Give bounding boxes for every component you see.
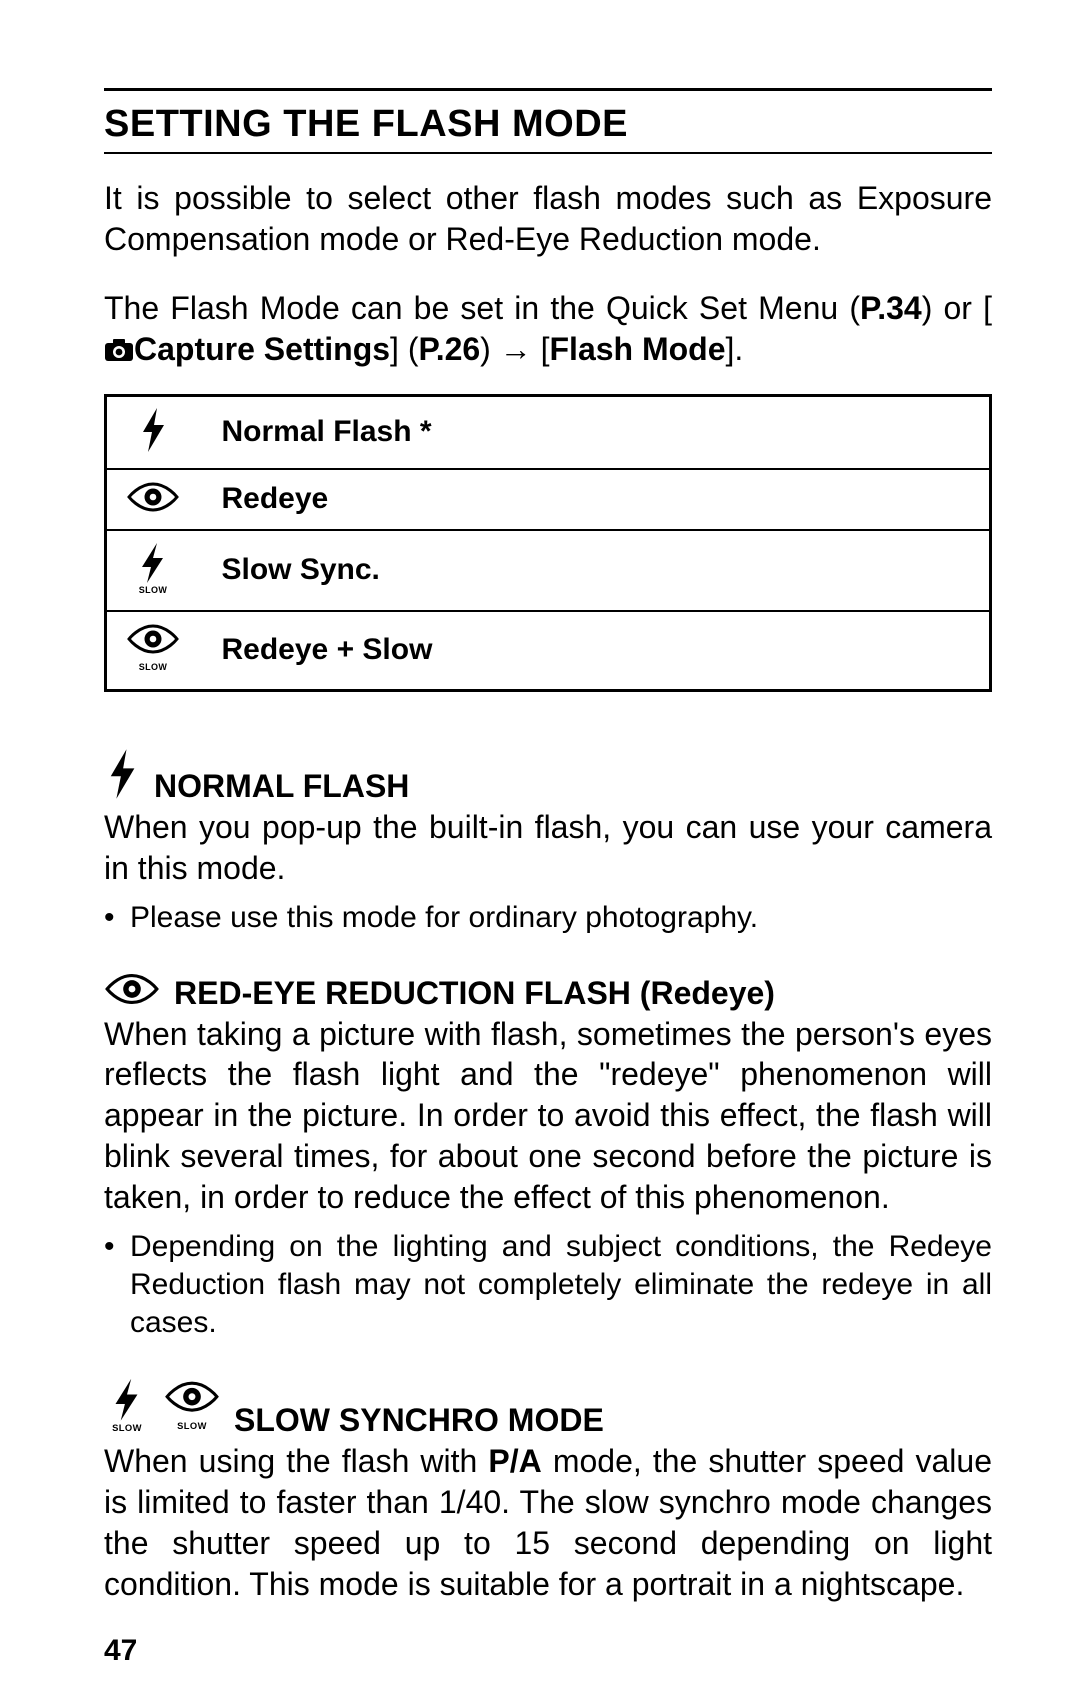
bullet-list: •Depending on the lighting and subject c…: [104, 1228, 992, 1341]
section-body: When using the flash with P/A mode, the …: [104, 1441, 992, 1605]
menu-sentence: The Flash Mode can be set in the Quick S…: [104, 288, 992, 372]
rule-top: [104, 88, 992, 91]
text: ].: [726, 331, 744, 367]
ref-p34: P.34: [860, 290, 922, 326]
section-title: NORMAL FLASH: [154, 768, 409, 805]
section-header-redeye: RED-EYE REDUCTION FLASH (Redeye): [104, 971, 992, 1012]
slow-sync-icon: SLOW: [104, 1376, 150, 1439]
redeye-icon: [106, 469, 216, 530]
redeye-slow-icon: SLOW: [106, 611, 216, 691]
flash-mode-table: Normal Flash * Redeye SLOW Slow Sync. SL…: [104, 394, 992, 692]
ref-p26: P.26: [418, 331, 480, 367]
text: ) or [: [922, 290, 992, 326]
flash-mode-label: Flash Mode: [550, 331, 726, 367]
intro-paragraph: It is possible to select other flash mod…: [104, 178, 992, 260]
table-row: Redeye: [106, 469, 991, 530]
slow-label: SLOW: [139, 585, 168, 595]
section-header-normal: NORMAL FLASH: [104, 748, 992, 805]
flash-icon: [104, 748, 140, 805]
text: The Flash Mode can be set in the Quick S…: [104, 290, 860, 326]
bullet-dot: •: [104, 1228, 130, 1341]
mode-label: Slow Sync.: [216, 530, 991, 611]
bullet-dot: •: [104, 899, 130, 937]
slow-label: SLOW: [112, 1422, 142, 1433]
camera-icon: [104, 331, 134, 372]
slow-label: SLOW: [177, 1420, 207, 1430]
redeye-icon: [104, 971, 160, 1012]
text: When using the flash with: [104, 1443, 488, 1479]
pa-mode: P/A: [488, 1443, 541, 1479]
bullet-text: Please use this mode for ordinary photog…: [130, 899, 992, 937]
page-number: 47: [104, 1634, 992, 1668]
section-title: SLOW SYNCHRO MODE: [234, 1402, 604, 1439]
slow-sync-icon: SLOW: [106, 530, 216, 611]
rule-under-title: [104, 152, 992, 154]
table-row: SLOW Redeye + Slow: [106, 611, 991, 691]
mode-label: Redeye: [216, 469, 991, 530]
slow-label: SLOW: [139, 662, 168, 672]
mode-label: Normal Flash *: [216, 395, 991, 469]
text: ] (: [390, 331, 418, 367]
capture-settings-label: Capture Settings: [134, 331, 390, 367]
text: ) → [: [480, 331, 549, 367]
table-row: SLOW Slow Sync.: [106, 530, 991, 611]
bullet-list: •Please use this mode for ordinary photo…: [104, 899, 992, 937]
page-title: SETTING THE FLASH MODE: [104, 103, 992, 146]
table-row: Normal Flash *: [106, 395, 991, 469]
section-body: When you pop-up the built-in flash, you …: [104, 807, 992, 889]
mode-label: Redeye + Slow: [216, 611, 991, 691]
flash-icon: [106, 395, 216, 469]
redeye-slow-icon: SLOW: [164, 1378, 220, 1439]
section-title: RED-EYE REDUCTION FLASH (Redeye): [174, 975, 775, 1012]
section-header-slow: SLOW SLOW SLOW SYNCHRO MODE: [104, 1376, 992, 1439]
section-body: When taking a picture with flash, someti…: [104, 1014, 992, 1219]
bullet-text: Depending on the lighting and subject co…: [130, 1228, 992, 1341]
